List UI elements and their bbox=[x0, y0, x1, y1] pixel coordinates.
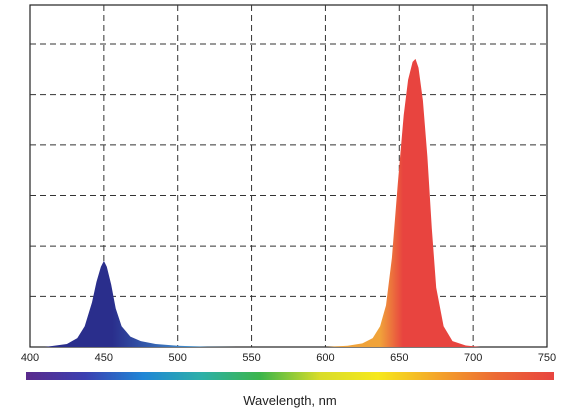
wavelength-color-bar bbox=[26, 372, 554, 380]
x-tick-label-600: 600 bbox=[316, 352, 334, 364]
blue-peak-area bbox=[44, 260, 237, 347]
plot-area bbox=[29, 4, 548, 348]
x-tick-label-500: 500 bbox=[169, 352, 187, 364]
plot-frame bbox=[29, 4, 548, 348]
x-tick-label-400: 400 bbox=[21, 352, 39, 364]
x-tick-label-650: 650 bbox=[390, 352, 408, 364]
red-peak-area bbox=[325, 58, 481, 348]
x-tick-label-550: 550 bbox=[242, 352, 260, 364]
x-tick-label-700: 700 bbox=[464, 352, 482, 364]
x-tick-label-450: 450 bbox=[95, 352, 113, 364]
x-axis-title: Wavelength, nm bbox=[243, 393, 336, 408]
series-group bbox=[44, 58, 481, 348]
x-axis-ticks: 400 450 500 550 600 650 700 750 bbox=[21, 352, 556, 364]
x-tick-label-750: 750 bbox=[538, 352, 556, 364]
